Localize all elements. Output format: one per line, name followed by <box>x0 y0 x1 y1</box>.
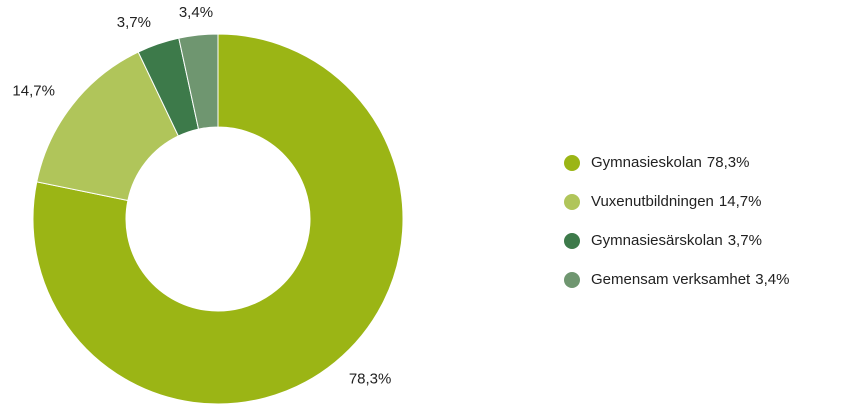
data-label: 78,3% <box>349 370 392 387</box>
legend-value: 3,7% <box>728 232 762 249</box>
legend-swatch <box>564 155 580 171</box>
legend-value: 3,4% <box>755 271 789 288</box>
legend-value: 14,7% <box>719 193 762 210</box>
donut-slice <box>32 33 404 405</box>
legend-label: Gemensam verksamhet 3,4% <box>591 271 789 288</box>
legend-category: Vuxenutbildningen <box>591 193 714 210</box>
legend-value: 78,3% <box>707 154 750 171</box>
legend-swatch <box>564 194 580 210</box>
legend-label: Gymnasiesärskolan 3,7% <box>591 232 762 249</box>
legend-label: Gymnasieskolan 78,3% <box>591 154 749 171</box>
legend-label: Vuxenutbildningen 14,7% <box>591 193 761 210</box>
legend-swatch <box>564 233 580 249</box>
donut-slice <box>36 51 180 202</box>
legend-category: Gymnasiesärskolan <box>591 232 723 249</box>
legend-swatch <box>564 272 580 288</box>
data-label: 3,7% <box>117 14 151 31</box>
data-label: 14,7% <box>12 82 55 99</box>
legend-category: Gymnasieskolan <box>591 154 702 171</box>
donut-slice <box>178 33 219 130</box>
legend-category: Gemensam verksamhet <box>591 271 751 288</box>
data-label: 3,4% <box>179 4 213 21</box>
